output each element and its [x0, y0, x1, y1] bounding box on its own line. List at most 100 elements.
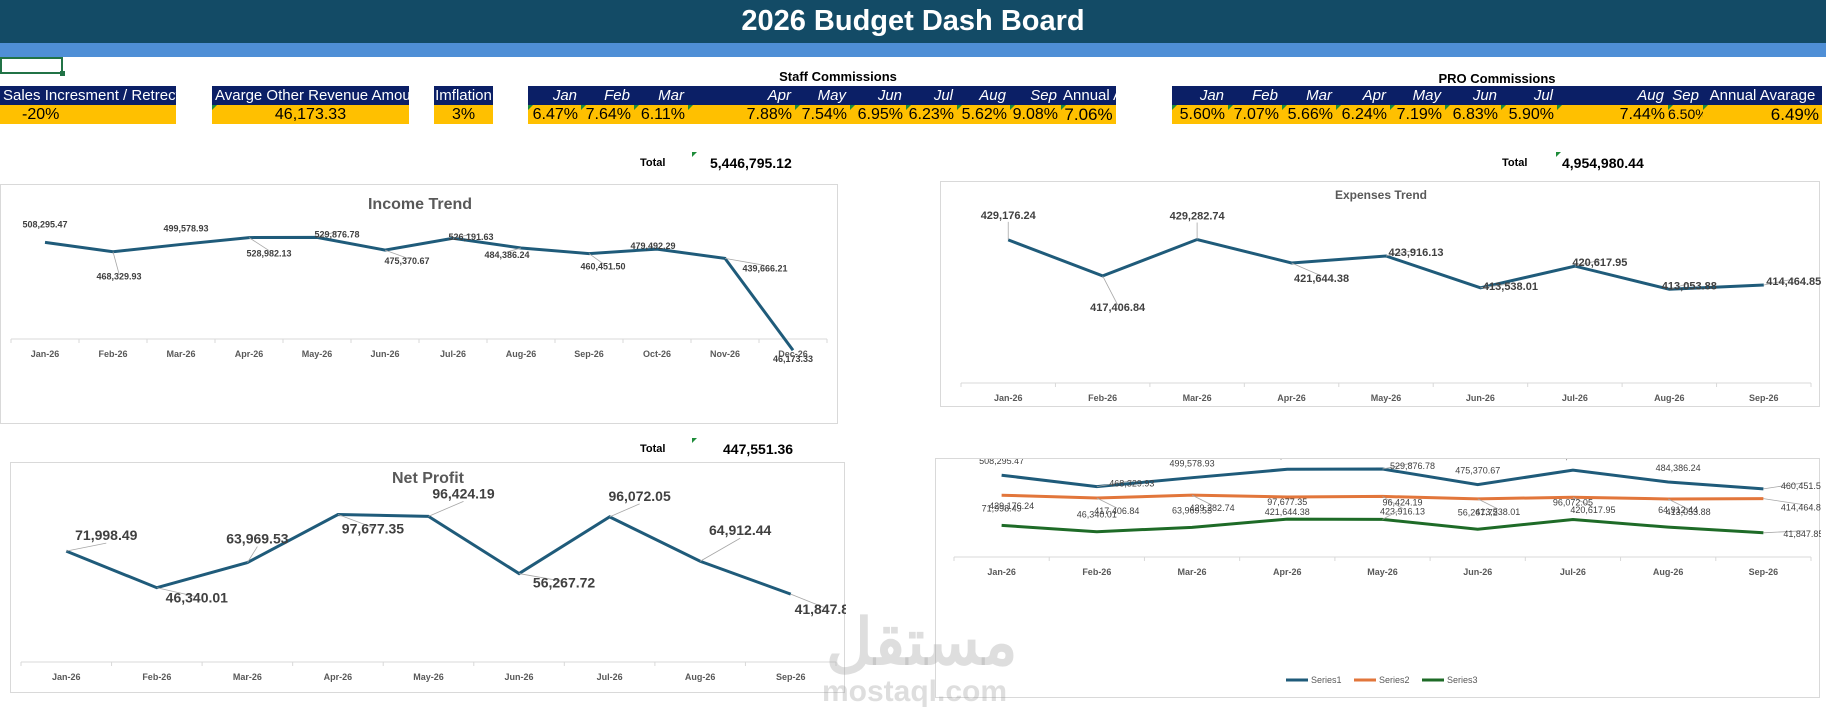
staff-month-aug: Aug: [957, 86, 1010, 105]
data-label: 56,267.72: [533, 575, 595, 591]
pro-value-sep[interactable]: 6.50%: [1668, 105, 1703, 124]
legend-label: Series2: [1379, 675, 1410, 685]
series-line-main: [65, 513, 792, 596]
data-label-leader: [724, 258, 766, 266]
data-label-leader: [1385, 249, 1417, 257]
x-tick-label: Feb-26: [1088, 393, 1117, 403]
data-label: 429,282.74: [1190, 503, 1235, 513]
series-line-main: [1007, 237, 1764, 291]
data-label: 413,053.88: [1662, 280, 1717, 292]
data-label: 46,340.01: [1077, 510, 1117, 520]
x-tick-label: Aug-26: [1653, 567, 1684, 577]
staff-month-header-row: Jan Feb Mar Apr May Jun Jul Aug Sep Annu…: [528, 86, 1148, 105]
x-tick-label: Sep-26: [574, 349, 604, 359]
data-label: 421,644.38: [1265, 507, 1310, 517]
staff-value-jan[interactable]: 6.47%: [528, 105, 581, 124]
staff-value-feb[interactable]: 7.64%: [581, 105, 634, 124]
staff-value-mar[interactable]: 6.11%: [634, 105, 688, 124]
expenses-trend-chart[interactable]: Expenses Trend Jan-26 Feb-26 Mar-26 Apr-26 Ma…: [940, 181, 1821, 407]
pro-values-row: 5.60% 7.07% 5.66% 6.24% 7.19% 6.83% 5.90…: [1172, 105, 1822, 124]
selected-cell[interactable]: [0, 57, 63, 74]
data-label: 64,912.44: [1658, 505, 1698, 515]
sales-increment-value[interactable]: -20%: [0, 105, 176, 124]
fill-handle[interactable]: [60, 71, 65, 76]
data-label: 56,267.72: [1458, 507, 1498, 517]
legend-label: Series1: [1311, 675, 1342, 685]
data-label: 475,370.67: [1455, 466, 1500, 476]
data-label: 439,666.21: [742, 263, 787, 273]
data-label-leader: [1477, 498, 1498, 510]
x-tick-label: May-26: [302, 349, 333, 359]
x-tick-label: May-26: [1371, 393, 1402, 403]
data-label-leader: [452, 233, 472, 239]
series-line-Series3: [1001, 517, 1764, 535]
pro-value-may[interactable]: 7.19%: [1390, 105, 1445, 124]
data-label: 429,176.24: [981, 210, 1037, 222]
pro-value-jan[interactable]: 5.60%: [1172, 105, 1228, 124]
other-revenue-value[interactable]: 46,173.33: [212, 105, 409, 124]
data-label: 46,173.33: [773, 354, 813, 364]
pro-value-feb[interactable]: 7.07%: [1228, 105, 1282, 124]
data-label: 71,998.49: [75, 527, 137, 543]
combined-series-chart[interactable]: Jan-26 Feb-26 Mar-26 Apr-26 May-26 Jun-26 Jul-…: [935, 450, 1826, 698]
pro-month-header-row: Jan Feb Mar Apr May Jun Jul Aug Sep Annu…: [1172, 86, 1822, 105]
x-tick-label: Sep-26: [1749, 393, 1779, 403]
x-tick-label: Mar-26: [1178, 567, 1207, 577]
data-label-leader: [609, 503, 640, 518]
x-tick-label: Feb-26: [1082, 567, 1111, 577]
staff-month-may: May: [795, 86, 850, 105]
data-label-leader: [428, 500, 464, 517]
data-label-leader: [66, 542, 107, 552]
data-label: 417,406.84: [1094, 506, 1139, 516]
x-tick-label: Jan-26: [52, 672, 81, 682]
staff-value-aug[interactable]: 5.62%: [957, 105, 1010, 124]
data-label: 413,538.01: [1475, 507, 1520, 517]
staff-value-may[interactable]: 7.54%: [795, 105, 850, 124]
data-label-leader: [337, 514, 374, 528]
pro-total-value: 4,954,980.44: [1562, 155, 1644, 171]
data-label: 420,617.95: [1570, 505, 1615, 515]
staff-value-jun[interactable]: 6.95%: [850, 105, 906, 124]
data-label-leader: [1382, 508, 1403, 520]
staff-value-sep[interactable]: 9.08%: [1010, 105, 1061, 124]
comment-indicator: [692, 438, 697, 443]
data-label: 429,176.24: [989, 501, 1034, 511]
pro-value-jun[interactable]: 6.83%: [1445, 105, 1501, 124]
pro-value-apr[interactable]: 6.24%: [1336, 105, 1390, 124]
inflation-label: Imflation: [434, 86, 493, 105]
x-tick-label: Aug-26: [506, 349, 537, 359]
net-profit-chart[interactable]: Net Profit Jan-26 Feb-26 Mar-26 Apr-26 May-26…: [10, 462, 857, 693]
series-line-Series1: [1001, 467, 1764, 491]
pro-total-label: Total: [1502, 157, 1528, 169]
income-trend-chart[interactable]: Income Trend Jan-26 Feb-26 Mar-26 Apr-26 May-…: [0, 184, 838, 424]
x-tick-label: Jun-26: [1466, 393, 1495, 403]
data-label: 508,295.47: [22, 219, 67, 229]
pro-commissions-title: PRO Commissions: [1438, 71, 1556, 86]
series-line-Series2: [1001, 493, 1764, 501]
x-tick-label: Nov-26: [710, 349, 740, 359]
inflation-value[interactable]: 3%: [434, 105, 493, 124]
x-tick-label: Jul-26: [1560, 567, 1586, 577]
staff-value-jul[interactable]: 6.23%: [906, 105, 957, 124]
data-label-leader: [1096, 497, 1118, 509]
x-tick-label: Mar-26: [233, 672, 262, 682]
data-label: 96,072.05: [1553, 497, 1593, 507]
staff-month-apr: Apr: [688, 86, 795, 105]
pro-value-aug[interactable]: 7.44%: [1557, 105, 1668, 124]
data-label: 96,424.19: [1382, 497, 1422, 507]
data-label-leader: [112, 251, 120, 274]
x-tick-label: Aug-26: [1654, 393, 1685, 403]
data-label-leader: [1574, 259, 1600, 267]
pro-value-jul[interactable]: 5.90%: [1501, 105, 1557, 124]
data-label: 529,876.78: [1390, 461, 1435, 471]
x-tick-label: Apr-26: [1273, 567, 1302, 577]
pro-month-sep: Sep: [1668, 86, 1703, 105]
watermark-latin: mostaql.com: [822, 675, 1008, 708]
data-label-leader: [699, 537, 741, 562]
pro-value-mar[interactable]: 5.66%: [1282, 105, 1336, 124]
staff-month-feb: Feb: [581, 86, 634, 105]
staff-value-apr[interactable]: 7.88%: [688, 105, 795, 124]
data-label-leader: [1480, 283, 1511, 289]
data-label-leader: [518, 573, 565, 582]
pro-month-apr: Apr: [1336, 86, 1390, 105]
